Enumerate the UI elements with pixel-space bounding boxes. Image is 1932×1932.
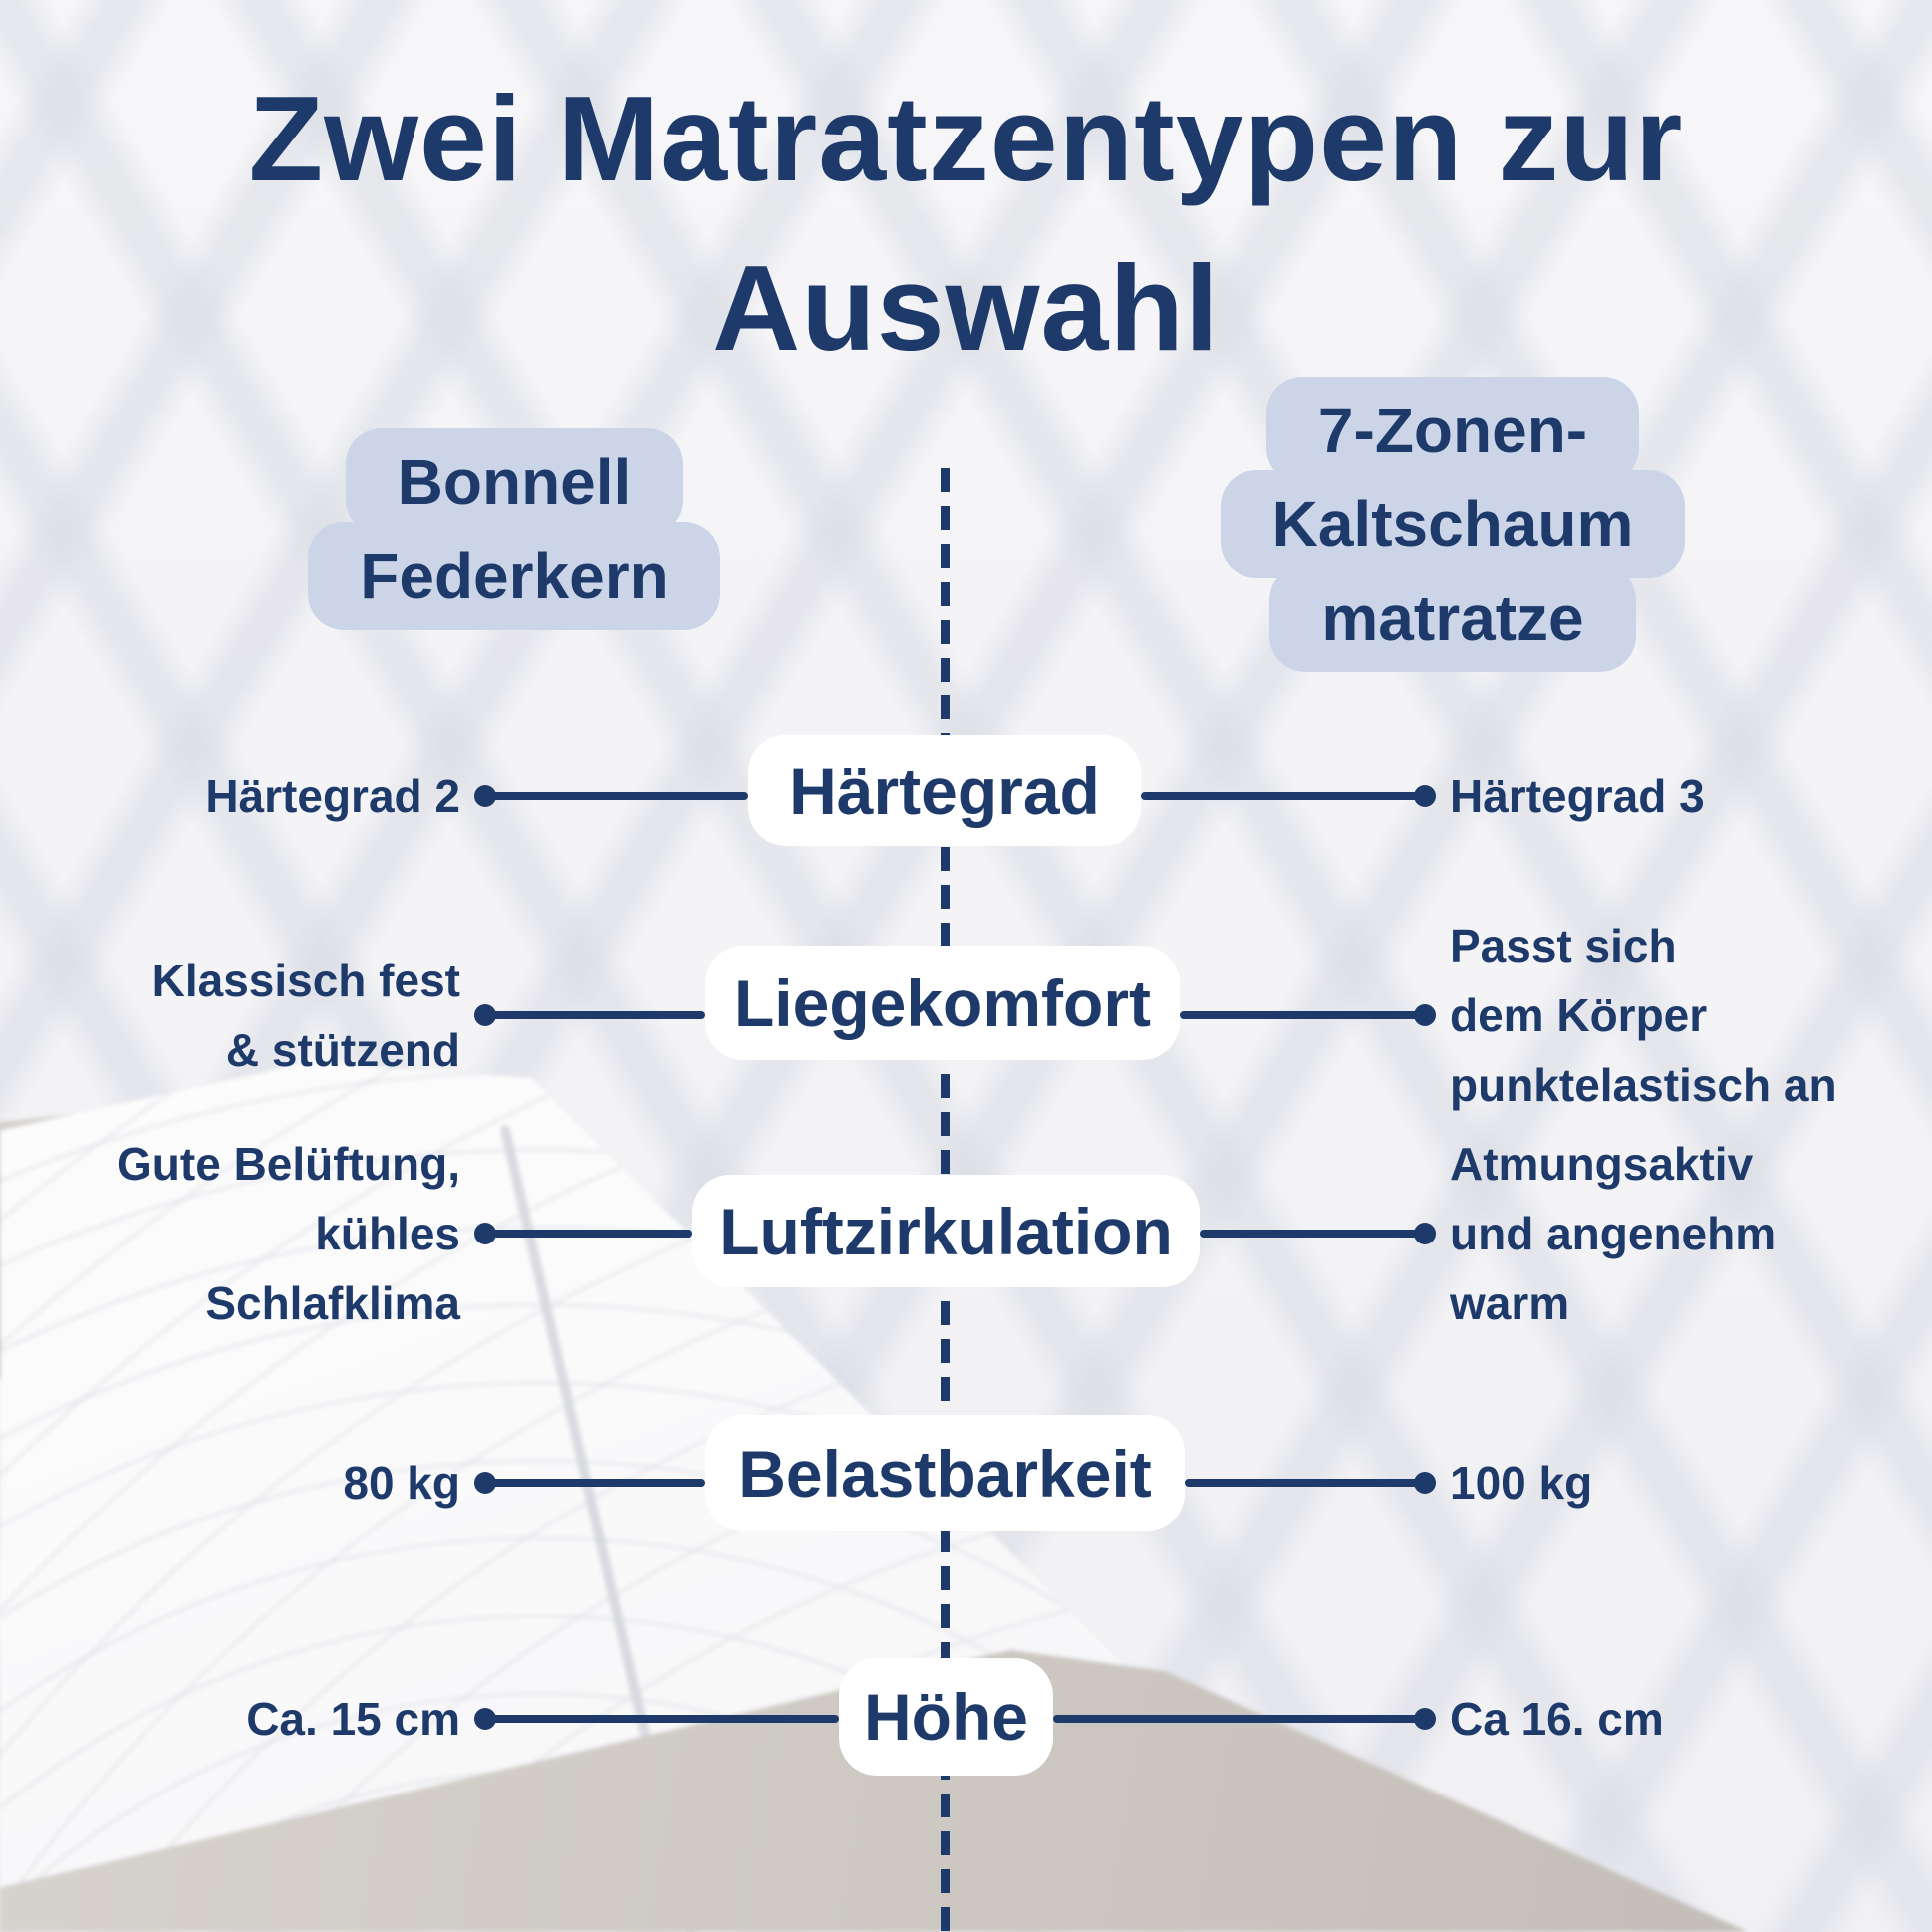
row-label: Liegekomfort [733, 966, 1152, 1040]
left-value-line: Ca. 15 cm [246, 1693, 460, 1745]
right-value-line: Ca 16. cm [1450, 1693, 1664, 1745]
left-value-line: 80 kg [343, 1457, 460, 1509]
page-title: Zwei Matratzentypen zur Auswahl [0, 54, 1932, 393]
connector-dot-left [474, 1223, 496, 1244]
connector-dot-left [474, 1004, 496, 1026]
row-card-hoehe: Höhe [839, 1658, 1053, 1776]
right-value-line: warm [1450, 1277, 1570, 1329]
row-label: Härtegrad [789, 753, 1100, 828]
connector-line-left [485, 1230, 692, 1238]
right-value-luftzirkulation: Atmungsaktiv und angenehm warm [1450, 1129, 1776, 1338]
connector-line-left [485, 1479, 705, 1487]
right-value-liegekomfort: Passt sich dem Körper punktelastisch an [1450, 911, 1837, 1120]
right-value-line: Atmungsaktiv [1450, 1138, 1754, 1190]
connector-line-left [485, 1011, 705, 1019]
right-value-line: Passt sich [1450, 920, 1677, 971]
row-label: Belastbarkeit [738, 1436, 1152, 1511]
connector-dot-left [474, 785, 496, 807]
row-label: Luftzirkulation [719, 1194, 1173, 1268]
right-value-line: punktelastisch an [1450, 1059, 1837, 1111]
connector-dot-right [1414, 785, 1436, 807]
connector-line-right [1185, 1479, 1425, 1487]
left-header-chip: Federkern [308, 522, 720, 630]
right-value-line: Härtegrad 3 [1450, 770, 1705, 822]
connector-line-left [485, 1715, 839, 1723]
left-value-line: & stützend [225, 1024, 460, 1076]
row-card-liegekomfort: Liegekomfort [705, 946, 1180, 1060]
connector-line-right [1141, 792, 1425, 800]
row-label: Höhe [864, 1680, 1028, 1754]
left-column-header: Bonnell Federkern [245, 428, 783, 630]
right-value-hoehe: Ca 16. cm [1450, 1684, 1664, 1754]
connector-dot-right [1414, 1004, 1436, 1026]
left-value-hoehe: Ca. 15 cm [246, 1684, 460, 1754]
left-value-liegekomfort: Klassisch fest & stützend [152, 946, 460, 1085]
right-value-line: dem Körper [1450, 989, 1708, 1041]
right-header-chip: matratze [1269, 564, 1636, 672]
left-value-line: Schlafklima [205, 1277, 460, 1329]
right-header-chip: 7-Zonen- [1265, 377, 1640, 484]
page-title-line2: Auswahl [712, 240, 1220, 376]
right-column-header: 7-Zonen- Kaltschaum matratze [1164, 377, 1742, 672]
left-value-luftzirkulation: Gute Belüftung, kühles Schlafklima [117, 1129, 460, 1338]
connector-dot-right [1414, 1472, 1436, 1494]
connector-line-right [1180, 1011, 1425, 1019]
left-value-haertegrad: Härtegrad 2 [205, 761, 460, 831]
connector-dot-left [474, 1472, 496, 1494]
left-value-line: Härtegrad 2 [205, 770, 460, 822]
right-value-belastbarkeit: 100 kg [1450, 1448, 1592, 1518]
right-value-line: 100 kg [1450, 1457, 1593, 1509]
left-value-belastbarkeit: 80 kg [343, 1448, 460, 1518]
connector-dot-right [1414, 1223, 1436, 1244]
right-value-line: und angenehm [1450, 1208, 1777, 1259]
row-card-luftzirkulation: Luftzirkulation [692, 1175, 1200, 1287]
connector-line-right [1053, 1715, 1425, 1723]
left-value-line: Gute Belüftung, [117, 1138, 460, 1190]
connector-dot-right [1414, 1708, 1436, 1730]
right-value-haertegrad: Härtegrad 3 [1450, 761, 1705, 831]
page-title-line1: Zwei Matratzentypen zur [248, 71, 1684, 206]
right-header-chip: Kaltschaum [1220, 470, 1686, 578]
row-card-belastbarkeit: Belastbarkeit [705, 1415, 1185, 1531]
connector-dot-left [474, 1708, 496, 1730]
row-card-haertegrad: Härtegrad [748, 735, 1141, 846]
left-header-chip: Bonnell [345, 428, 684, 536]
left-value-line: kühles [315, 1208, 460, 1259]
connector-line-left [485, 792, 748, 800]
left-value-line: Klassisch fest [151, 955, 460, 1006]
connector-line-right [1200, 1230, 1425, 1238]
